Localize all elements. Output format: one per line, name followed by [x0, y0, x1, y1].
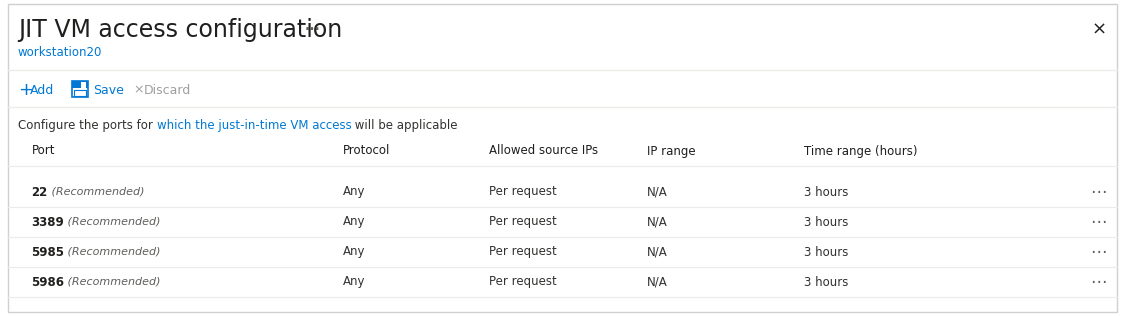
Text: Any: Any — [343, 216, 366, 228]
Text: Per request: Per request — [489, 246, 557, 258]
Text: Time range (hours): Time range (hours) — [804, 144, 918, 157]
Text: N/A: N/A — [647, 276, 667, 289]
FancyBboxPatch shape — [81, 82, 87, 88]
FancyBboxPatch shape — [8, 4, 1117, 312]
Text: Any: Any — [343, 185, 366, 198]
Text: 3 hours: 3 hours — [804, 185, 848, 198]
Text: 3 hours: 3 hours — [804, 276, 848, 289]
Text: Protocol: Protocol — [343, 144, 390, 157]
Text: 3389: 3389 — [32, 216, 64, 228]
Text: Add: Add — [30, 83, 54, 96]
Text: Per request: Per request — [489, 216, 557, 228]
Text: 3 hours: 3 hours — [804, 216, 848, 228]
FancyBboxPatch shape — [74, 90, 86, 96]
Text: 5985: 5985 — [32, 246, 64, 258]
Text: 3 hours: 3 hours — [804, 246, 848, 258]
Text: (Recommended): (Recommended) — [64, 277, 161, 287]
Text: N/A: N/A — [647, 246, 667, 258]
Text: IP range: IP range — [647, 144, 695, 157]
Text: will be applicable: will be applicable — [351, 119, 458, 132]
FancyBboxPatch shape — [72, 81, 88, 97]
Text: Port: Port — [32, 144, 55, 157]
Text: Allowed source IPs: Allowed source IPs — [489, 144, 598, 157]
Text: ⋯: ⋯ — [1090, 213, 1107, 231]
Text: ×: × — [1092, 21, 1107, 39]
Text: (Recommended): (Recommended) — [64, 247, 161, 257]
Text: workstation20: workstation20 — [18, 46, 102, 59]
Text: JIT VM access configuration: JIT VM access configuration — [18, 18, 342, 42]
Text: (Recommended): (Recommended) — [64, 217, 161, 227]
Text: ⋯: ⋯ — [1090, 183, 1107, 201]
Text: ×: × — [133, 83, 144, 96]
Text: (Recommended): (Recommended) — [47, 187, 144, 197]
Text: Discard: Discard — [144, 83, 191, 96]
Text: Per request: Per request — [489, 276, 557, 289]
Text: Save: Save — [93, 83, 124, 96]
FancyBboxPatch shape — [72, 81, 88, 88]
Text: ⋯: ⋯ — [1090, 243, 1107, 261]
Text: N/A: N/A — [647, 216, 667, 228]
Text: ···: ··· — [305, 23, 321, 37]
Text: Per request: Per request — [489, 185, 557, 198]
Text: which the just-in-time VM access: which the just-in-time VM access — [156, 119, 351, 132]
Text: Any: Any — [343, 276, 366, 289]
Text: N/A: N/A — [647, 185, 667, 198]
Text: 5986: 5986 — [32, 276, 64, 289]
Text: Any: Any — [343, 246, 366, 258]
Text: ⋯: ⋯ — [1090, 273, 1107, 291]
Text: +: + — [18, 81, 33, 99]
Text: 22: 22 — [32, 185, 47, 198]
Text: Configure the ports for: Configure the ports for — [18, 119, 156, 132]
